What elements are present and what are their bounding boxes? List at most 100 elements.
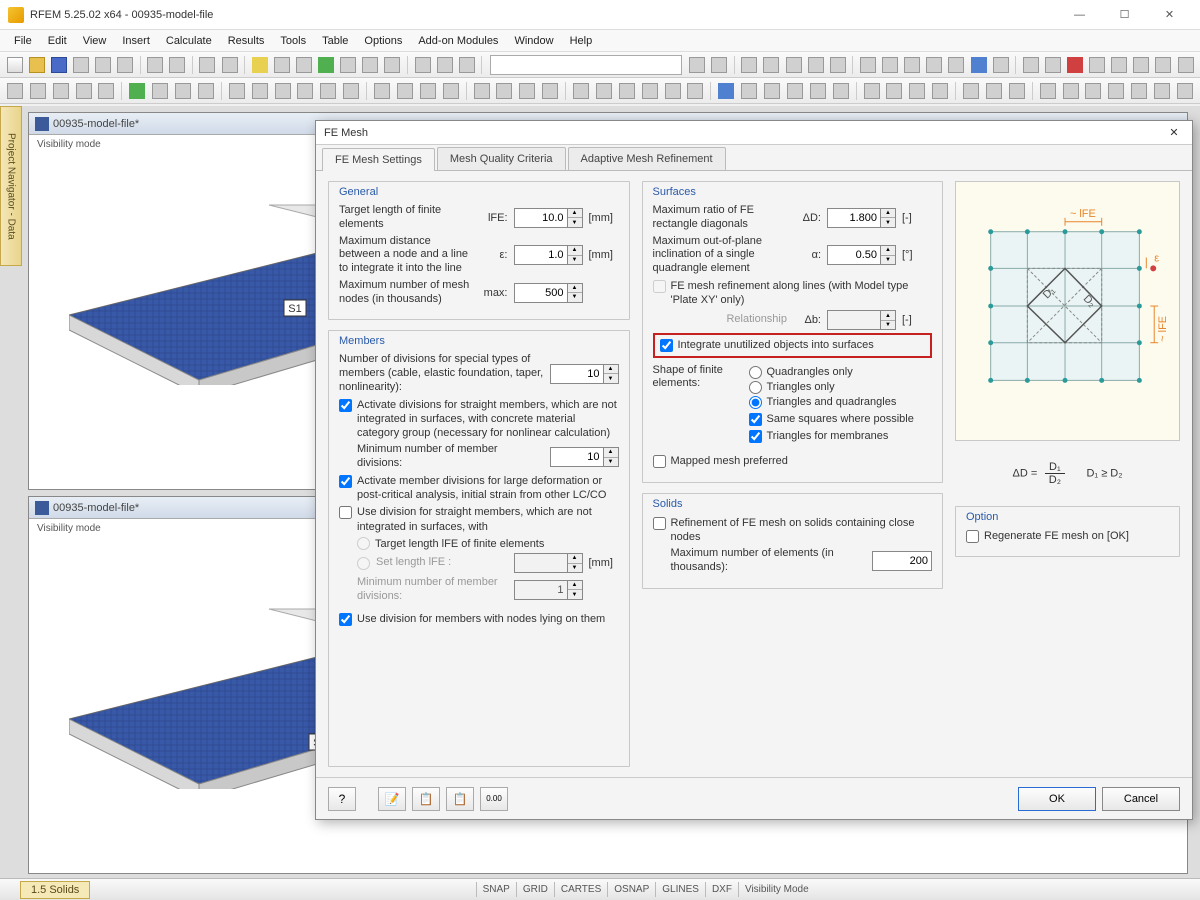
tb-btn[interactable] [990, 54, 1011, 76]
tb-btn[interactable] [93, 54, 114, 76]
tb-btn[interactable] [738, 80, 760, 102]
tb-btn[interactable] [494, 80, 516, 102]
tb-btn[interactable] [805, 54, 826, 76]
tb-btn[interactable] [338, 54, 359, 76]
snap-toggle[interactable]: SNAP [476, 882, 516, 897]
tb-btn[interactable] [968, 54, 989, 76]
tb-btn[interactable] [807, 80, 829, 102]
use-division-nodes-checkbox[interactable] [339, 613, 352, 626]
menu-results[interactable]: Results [220, 33, 273, 49]
tb-btn[interactable] [784, 80, 806, 102]
cancel-button[interactable]: Cancel [1102, 787, 1180, 811]
tb-btn[interactable] [126, 80, 148, 102]
tb-btn[interactable] [382, 54, 403, 76]
tb-btn[interactable] [662, 80, 684, 102]
spinner[interactable]: ▲▼ [881, 208, 896, 228]
tb-btn[interactable] [739, 54, 760, 76]
tb-btn[interactable] [456, 54, 477, 76]
close-button[interactable]: ✕ [1147, 1, 1192, 29]
tab-fe-mesh-settings[interactable]: FE Mesh Settings [322, 148, 435, 171]
footer-btn-3[interactable]: 📋 [446, 787, 474, 811]
menu-window[interactable]: Window [506, 33, 561, 49]
tb-btn[interactable] [857, 54, 878, 76]
tab-adaptive-refinement[interactable]: Adaptive Mesh Refinement [568, 147, 726, 170]
tb-btn[interactable] [960, 80, 982, 102]
tb-open[interactable] [26, 54, 47, 76]
tb-btn[interactable] [1006, 80, 1028, 102]
max-nodes-input[interactable] [514, 283, 568, 303]
tb-btn[interactable] [830, 80, 852, 102]
footer-btn-4[interactable]: 0.00 [480, 787, 508, 811]
tb-btn[interactable] [539, 80, 561, 102]
tb-btn[interactable] [709, 54, 730, 76]
tb-btn[interactable] [272, 80, 294, 102]
minimize-button[interactable]: — [1057, 1, 1102, 29]
tb-btn[interactable] [1105, 80, 1127, 102]
glines-toggle[interactable]: GLINES [655, 882, 705, 897]
tb-btn[interactable] [1083, 80, 1105, 102]
tb-btn[interactable] [593, 80, 615, 102]
tb-btn[interactable] [1128, 80, 1150, 102]
tb-btn[interactable] [340, 80, 362, 102]
tb-btn[interactable] [570, 80, 592, 102]
tb-btn[interactable] [884, 80, 906, 102]
tb-btn[interactable] [27, 80, 49, 102]
tb-btn[interactable] [293, 54, 314, 76]
ok-button[interactable]: OK [1018, 787, 1096, 811]
tab-mesh-quality[interactable]: Mesh Quality Criteria [437, 147, 566, 170]
shape-both-radio[interactable] [749, 396, 762, 409]
same-squares-checkbox[interactable] [749, 413, 762, 426]
spinner[interactable]: ▲▼ [604, 364, 619, 384]
tb-btn[interactable] [317, 80, 339, 102]
tb-btn[interactable] [1064, 54, 1085, 76]
tb-btn[interactable] [929, 80, 951, 102]
dxf-toggle[interactable]: DXF [705, 882, 738, 897]
dialog-close-button[interactable]: ✕ [1164, 126, 1184, 139]
tb-btn[interactable] [1151, 80, 1173, 102]
tb-btn[interactable] [783, 54, 804, 76]
tb-btn[interactable] [394, 80, 416, 102]
activate-large-deform-checkbox[interactable] [339, 475, 352, 488]
menu-view[interactable]: View [75, 33, 115, 49]
max-distance-input[interactable] [514, 245, 568, 265]
cartes-toggle[interactable]: CARTES [554, 882, 607, 897]
tb-redo[interactable] [219, 54, 240, 76]
tb-btn[interactable] [1174, 80, 1196, 102]
spinner[interactable]: ▲▼ [604, 447, 619, 467]
tb-btn[interactable] [417, 80, 439, 102]
tb-btn[interactable] [761, 54, 782, 76]
grid-toggle[interactable]: GRID [516, 882, 554, 897]
spinner[interactable]: ▲▼ [568, 283, 583, 303]
tb-btn[interactable] [639, 80, 661, 102]
tb-btn[interactable] [685, 80, 707, 102]
tb-btn[interactable] [315, 54, 336, 76]
tb-btn[interactable] [412, 54, 433, 76]
status-tab[interactable]: 1.5 Solids [20, 881, 90, 899]
tb-btn[interactable] [1109, 54, 1130, 76]
menu-addon-modules[interactable]: Add-on Modules [410, 33, 506, 49]
tb-btn[interactable] [1020, 54, 1041, 76]
tb-btn[interactable] [360, 54, 381, 76]
tb-btn[interactable] [1060, 80, 1082, 102]
tb-btn[interactable] [249, 80, 271, 102]
refine-solids-checkbox[interactable] [653, 517, 666, 530]
tb-btn[interactable] [50, 80, 72, 102]
menu-table[interactable]: Table [314, 33, 356, 49]
tb-btn[interactable] [145, 54, 166, 76]
tb-btn[interactable] [70, 54, 91, 76]
menu-tools[interactable]: Tools [272, 33, 314, 49]
tb-btn[interactable] [687, 54, 708, 76]
tb-btn[interactable] [167, 54, 188, 76]
tb-btn[interactable] [616, 80, 638, 102]
divisions-input[interactable] [550, 364, 604, 384]
max-ratio-input[interactable] [827, 208, 881, 228]
spinner[interactable]: ▲▼ [881, 245, 896, 265]
tb-btn[interactable] [434, 54, 455, 76]
tb-btn[interactable] [1087, 54, 1108, 76]
tb-btn[interactable] [371, 80, 393, 102]
integrate-unutilized-checkbox[interactable] [660, 339, 673, 352]
tb-btn[interactable] [440, 80, 462, 102]
tb-btn[interactable] [471, 80, 493, 102]
tb-btn[interactable] [715, 80, 737, 102]
tb-btn[interactable] [924, 54, 945, 76]
